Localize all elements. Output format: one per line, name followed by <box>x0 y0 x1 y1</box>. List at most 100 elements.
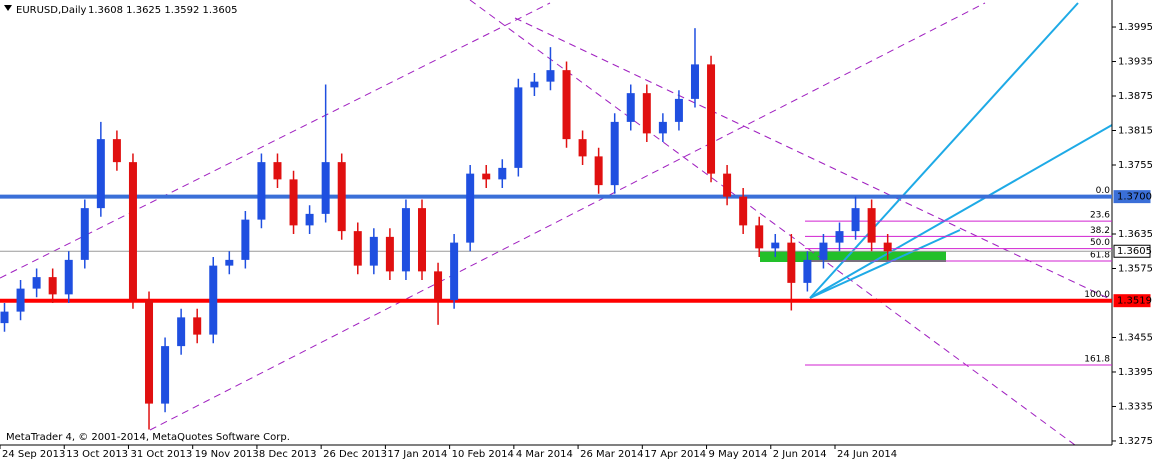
fan-line <box>809 124 1113 299</box>
y-tick-label: 1.3875 <box>1118 91 1152 102</box>
candle-body <box>787 242 796 283</box>
candle-body <box>546 70 555 82</box>
x-tick-label: 4 Mar 2014 <box>516 449 573 460</box>
price-label: 1.3605 <box>1117 246 1152 257</box>
fibo-label: 161.8 <box>1084 355 1110 365</box>
zone <box>760 251 946 262</box>
fan-line <box>809 229 961 299</box>
candle-body <box>739 196 748 226</box>
x-tick-label: 2 Jun 2014 <box>773 449 827 460</box>
trend-line <box>514 17 1113 301</box>
candle-body <box>337 162 346 232</box>
candle-body <box>594 156 603 186</box>
drawings <box>0 0 1113 446</box>
price-box <box>1113 294 1151 308</box>
candle-body <box>32 277 41 289</box>
trend-line <box>0 2 551 279</box>
candle-body <box>771 242 780 249</box>
x-tick-label: 26 Dec 2013 <box>323 449 387 460</box>
candle-body <box>16 288 25 312</box>
candle-body <box>626 93 635 122</box>
y-tick-label: 1.3395 <box>1118 367 1152 378</box>
candle-body <box>193 317 202 335</box>
trend-line <box>149 2 986 431</box>
x-tick-label: 31 Oct 2013 <box>130 449 192 460</box>
candle-body <box>385 236 394 272</box>
x-tick-label: 8 Dec 2013 <box>259 449 317 460</box>
y-tick-label: 1.3335 <box>1118 401 1152 412</box>
price-label: 1.3700 <box>1117 192 1152 203</box>
candle-body <box>209 265 218 335</box>
candle-body <box>530 81 539 88</box>
candle-body <box>305 213 314 226</box>
menu-arrow[interactable] <box>4 5 12 11</box>
candle-body <box>0 311 9 324</box>
candle-body <box>64 259 73 295</box>
y-tick-label: 1.3995 <box>1118 22 1152 33</box>
candle-body <box>225 259 234 266</box>
candle-body <box>883 242 892 252</box>
fibo-label: 61.8 <box>1090 250 1110 260</box>
candle-body <box>321 162 330 214</box>
x-tick-label: 9 May 2014 <box>709 449 768 460</box>
candle-body <box>674 98 683 122</box>
y-tick-label: 1.3455 <box>1118 332 1152 343</box>
candle-body <box>690 64 699 99</box>
candle-body <box>466 173 475 243</box>
candle-body <box>867 208 876 243</box>
y-tick-label: 1.3275 <box>1118 436 1152 447</box>
candle-body <box>835 231 844 243</box>
x-tick-label: 17 Apr 2014 <box>644 449 706 460</box>
candle-body <box>482 173 491 180</box>
candle-body <box>353 231 362 266</box>
candle-body <box>96 139 105 209</box>
candle-body <box>803 259 812 283</box>
trend-line <box>469 0 1076 446</box>
candle-body <box>257 162 266 220</box>
y-tick-label: 1.3755 <box>1118 160 1152 171</box>
y-tick-label: 1.3575 <box>1118 263 1152 274</box>
candle-body <box>241 219 250 260</box>
candle-body <box>610 121 619 186</box>
fibo-label: 100.0 <box>1084 290 1110 300</box>
y-tick-label: 1.3815 <box>1118 126 1152 137</box>
y-tick-label: 1.3635 <box>1118 229 1152 240</box>
candle-body <box>755 225 764 249</box>
candle-body <box>177 317 186 347</box>
candle-body <box>161 346 170 404</box>
candle-body <box>289 179 298 226</box>
footer: MetaTrader 4, © 2001-2014, MetaQuotes So… <box>6 432 290 443</box>
y-tick-label: 1.3935 <box>1118 57 1152 68</box>
candle-body <box>369 236 378 266</box>
candle-body <box>819 242 828 260</box>
candle-body <box>80 208 89 260</box>
candle-body <box>145 300 154 404</box>
candle-body <box>723 173 732 197</box>
candle-body <box>514 87 523 168</box>
x-tick-label: 13 Oct 2013 <box>66 449 128 460</box>
x-tick-label: 26 Mar 2014 <box>580 449 643 460</box>
candle-body <box>851 208 860 232</box>
candle-body <box>401 208 410 272</box>
candle-body <box>418 208 427 272</box>
fibo-label: 0.0 <box>1096 186 1111 196</box>
candle-body <box>273 162 282 180</box>
quote: 1.3608 1.3625 1.3592 1.3605 <box>88 5 238 16</box>
candle-body <box>48 277 57 295</box>
x-tick-label: 24 Sep 2013 <box>2 449 65 460</box>
chart-title: EURUSD,Daily <box>16 5 87 16</box>
fibo-label: 38.2 <box>1090 226 1110 236</box>
candle-body <box>658 121 667 134</box>
candle-body <box>498 167 507 180</box>
price-box <box>1113 190 1151 204</box>
price-label: 1.3519 <box>1117 296 1152 307</box>
candle-body <box>642 93 651 134</box>
candle-body <box>128 162 137 301</box>
candle-body <box>112 139 121 163</box>
candle-body <box>434 271 443 301</box>
price-box <box>1113 244 1151 258</box>
x-tick-label: 17 Jan 2014 <box>387 449 447 460</box>
x-tick-label: 24 Jun 2014 <box>837 449 897 460</box>
